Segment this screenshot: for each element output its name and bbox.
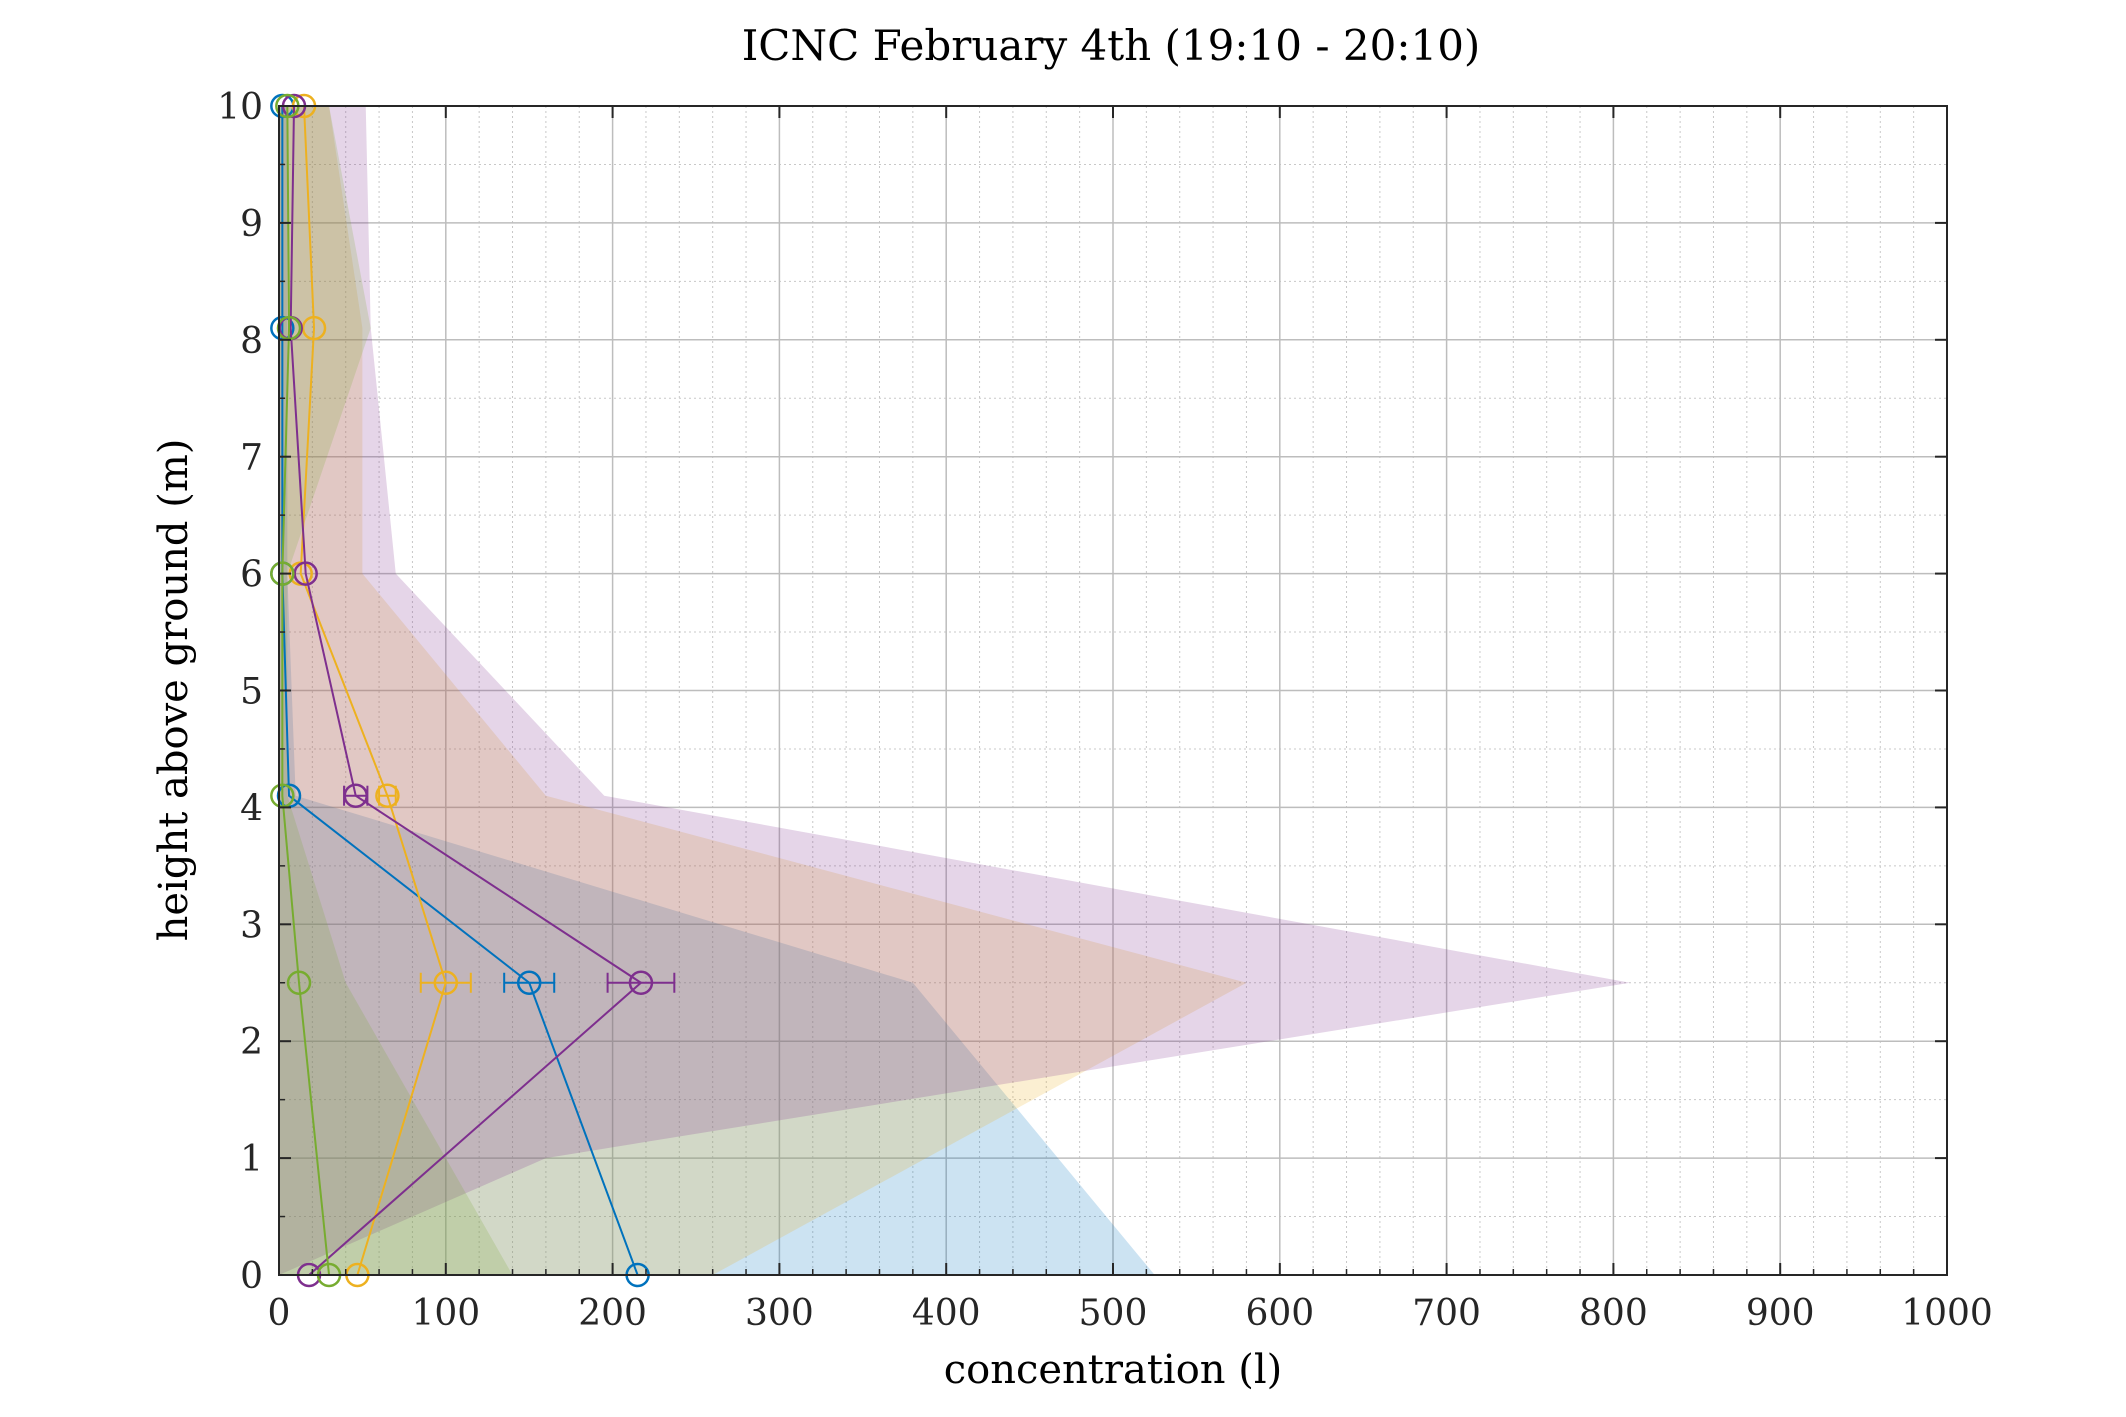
data-point-marker	[270, 561, 295, 586]
chart-title: ICNC February 4th (19:10 - 20:10)	[742, 21, 1481, 70]
data-point-marker	[286, 970, 312, 995]
x-tick-label: 600	[1245, 1293, 1314, 1334]
x-tick-label: 1000	[1901, 1293, 1993, 1334]
x-tick-label: 400	[912, 1293, 981, 1334]
x-tick-label: 700	[1412, 1293, 1481, 1334]
data-point-marker	[301, 315, 327, 341]
data-point-marker	[516, 970, 542, 995]
x-tick-label: 500	[1079, 1293, 1148, 1334]
uncertainty-band	[279, 106, 513, 1275]
x-tick-label: 0	[268, 1293, 291, 1334]
x-tick-label: 900	[1746, 1293, 1815, 1334]
series-line	[281, 105, 331, 1276]
series-line	[289, 105, 643, 1276]
data-point-marker	[628, 970, 654, 995]
x-tick-label: 200	[578, 1293, 647, 1334]
y-tick-label: 10	[217, 87, 263, 128]
y-tick-label: 6	[240, 555, 263, 596]
y-tick-label: 3	[240, 905, 263, 946]
data-point-marker	[343, 783, 368, 808]
x-axis-label: concentration (l)	[944, 1347, 1283, 1393]
y-tick-label: 5	[240, 672, 263, 713]
y-tick-label: 7	[240, 438, 263, 479]
data-point-marker	[293, 561, 318, 586]
data-point-marker	[433, 970, 459, 995]
axis-ticks: 0 100 200 300 400 500 600 700 800 900 1000 0 1 2 3 4 5 6 7…	[217, 87, 1993, 1334]
y-tick-label: 8	[240, 321, 263, 362]
series-line	[281, 106, 639, 1276]
x-tick-label: 300	[745, 1293, 814, 1334]
y-tick-label: 9	[240, 204, 263, 245]
y-axis-label: height above ground (m)	[151, 439, 197, 942]
data-point-marker	[375, 783, 400, 808]
y-tick-label: 0	[240, 1256, 263, 1297]
series-line	[299, 105, 447, 1276]
y-tick-label: 1	[240, 1139, 263, 1180]
y-tick-label: 4	[240, 788, 263, 829]
x-tick-label: 800	[1579, 1293, 1648, 1334]
uncertainty-band	[279, 106, 1155, 1275]
x-tick-label: 100	[411, 1293, 480, 1334]
data-series	[270, 93, 676, 1288]
y-tick-label: 2	[240, 1022, 263, 1063]
